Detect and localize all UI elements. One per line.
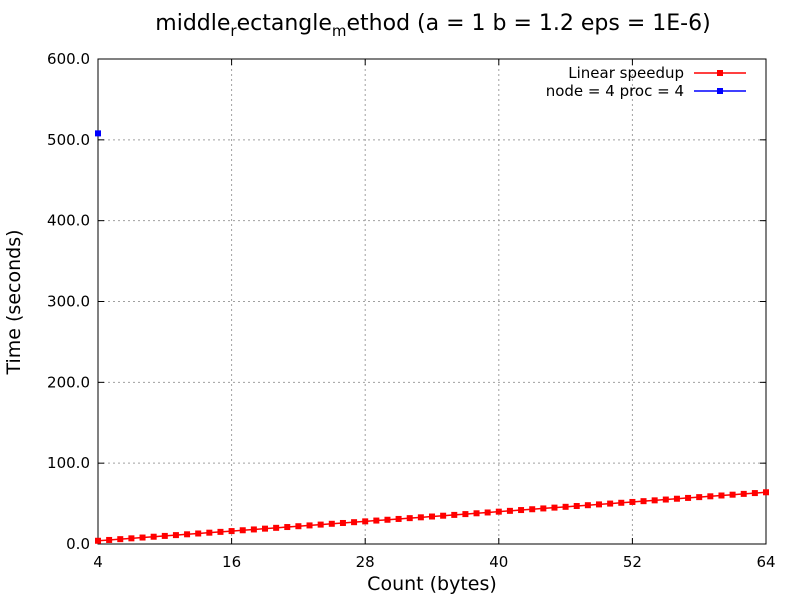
data-point [596, 501, 602, 508]
data-point [473, 510, 480, 517]
data-point [95, 130, 101, 137]
data-point [607, 500, 614, 507]
data-point [462, 511, 469, 518]
y-tick-label: 0.0 [66, 535, 90, 553]
data-point [751, 490, 758, 497]
data-point [317, 521, 324, 528]
chart-title-part: m [332, 22, 347, 40]
y-tick-label: 300.0 [47, 293, 90, 311]
legend-label: node = 4 proc = 4 [546, 82, 684, 100]
x-axis-label: Count (bytes) [367, 573, 497, 595]
data-point [328, 520, 335, 527]
data-point [339, 519, 346, 526]
chart-title-part: ectangle [237, 11, 332, 36]
data-point [640, 498, 647, 505]
data-point [484, 509, 491, 516]
data-point [306, 522, 313, 529]
data-point [351, 519, 358, 526]
data-point [629, 498, 636, 505]
y-tick-label: 600.0 [47, 50, 90, 68]
x-tick-label: 40 [489, 553, 508, 571]
data-point [206, 529, 213, 536]
y-tick-label: 200.0 [47, 373, 90, 391]
data-point [573, 503, 580, 510]
data-point [284, 524, 291, 531]
legend-swatch-marker [717, 88, 723, 94]
legend-swatch-marker [717, 70, 723, 76]
data-point [696, 494, 703, 501]
data-point [184, 531, 191, 538]
chart-title-part: ethod (a = 1 b = 1.2 eps = 1E-6) [347, 11, 711, 36]
chart-title-part: middle [155, 11, 230, 36]
data-point [763, 489, 769, 496]
x-tick-label: 4 [93, 553, 103, 571]
data-point [150, 533, 157, 540]
data-point [562, 503, 569, 510]
data-point [662, 496, 669, 503]
y-tick-label: 100.0 [47, 454, 90, 472]
data-point [729, 491, 736, 498]
series-2 [95, 130, 101, 137]
data-point [540, 505, 547, 512]
data-point [117, 536, 124, 543]
data-point [440, 512, 447, 519]
data-point [95, 537, 101, 544]
data-point [273, 524, 280, 531]
data-point [718, 492, 725, 499]
axis-ticks: 4 16 28 40 52 64 0.0 100.0 200.0 300.0 400.0 500.0 6… [47, 50, 776, 571]
legend-label: Linear speedup [568, 64, 684, 82]
data-point [295, 523, 302, 530]
data-point [707, 493, 714, 500]
data-point [239, 527, 246, 534]
data-point [172, 532, 179, 539]
chart-title-part: r [230, 22, 237, 40]
data-point [250, 526, 257, 533]
data-point [395, 515, 402, 522]
data-point [384, 516, 391, 523]
grid [98, 59, 766, 544]
data-point [518, 507, 525, 514]
data-point [106, 536, 113, 543]
data-point [406, 515, 413, 522]
y-axis-label: Time (seconds) [3, 229, 25, 375]
data-point [651, 497, 658, 504]
data-point [584, 502, 591, 509]
series-1 [95, 489, 769, 544]
data-point [161, 532, 168, 539]
y-tick-label: 400.0 [47, 212, 90, 230]
data-point [740, 490, 747, 497]
data-point [217, 528, 224, 535]
data-point [429, 513, 435, 520]
data-point [262, 525, 268, 532]
data-point [506, 507, 513, 514]
data-point [417, 514, 424, 521]
data-point [673, 495, 680, 502]
data-point [195, 530, 202, 537]
data-point [228, 528, 235, 535]
data-point [139, 534, 146, 541]
legend-item: node = 4 proc = 4 [546, 82, 746, 100]
data-point [529, 506, 536, 513]
data-point [495, 508, 502, 515]
data-point [551, 504, 558, 511]
data-point [362, 518, 369, 525]
x-tick-label: 28 [356, 553, 375, 571]
plot-frame [97, 58, 767, 545]
x-tick-label: 52 [623, 553, 642, 571]
plot-area [95, 130, 769, 544]
x-tick-label: 64 [756, 553, 775, 571]
data-point [451, 511, 458, 518]
x-tick-label: 16 [222, 553, 241, 571]
legend-item: Linear speedup [568, 64, 746, 82]
data-point [128, 535, 135, 542]
data-point [373, 517, 380, 524]
data-point [685, 494, 692, 501]
chart-title: middlerectanglemethod (a = 1 b = 1.2 eps… [155, 11, 710, 40]
y-tick-label: 500.0 [47, 131, 90, 149]
data-point [618, 499, 625, 506]
